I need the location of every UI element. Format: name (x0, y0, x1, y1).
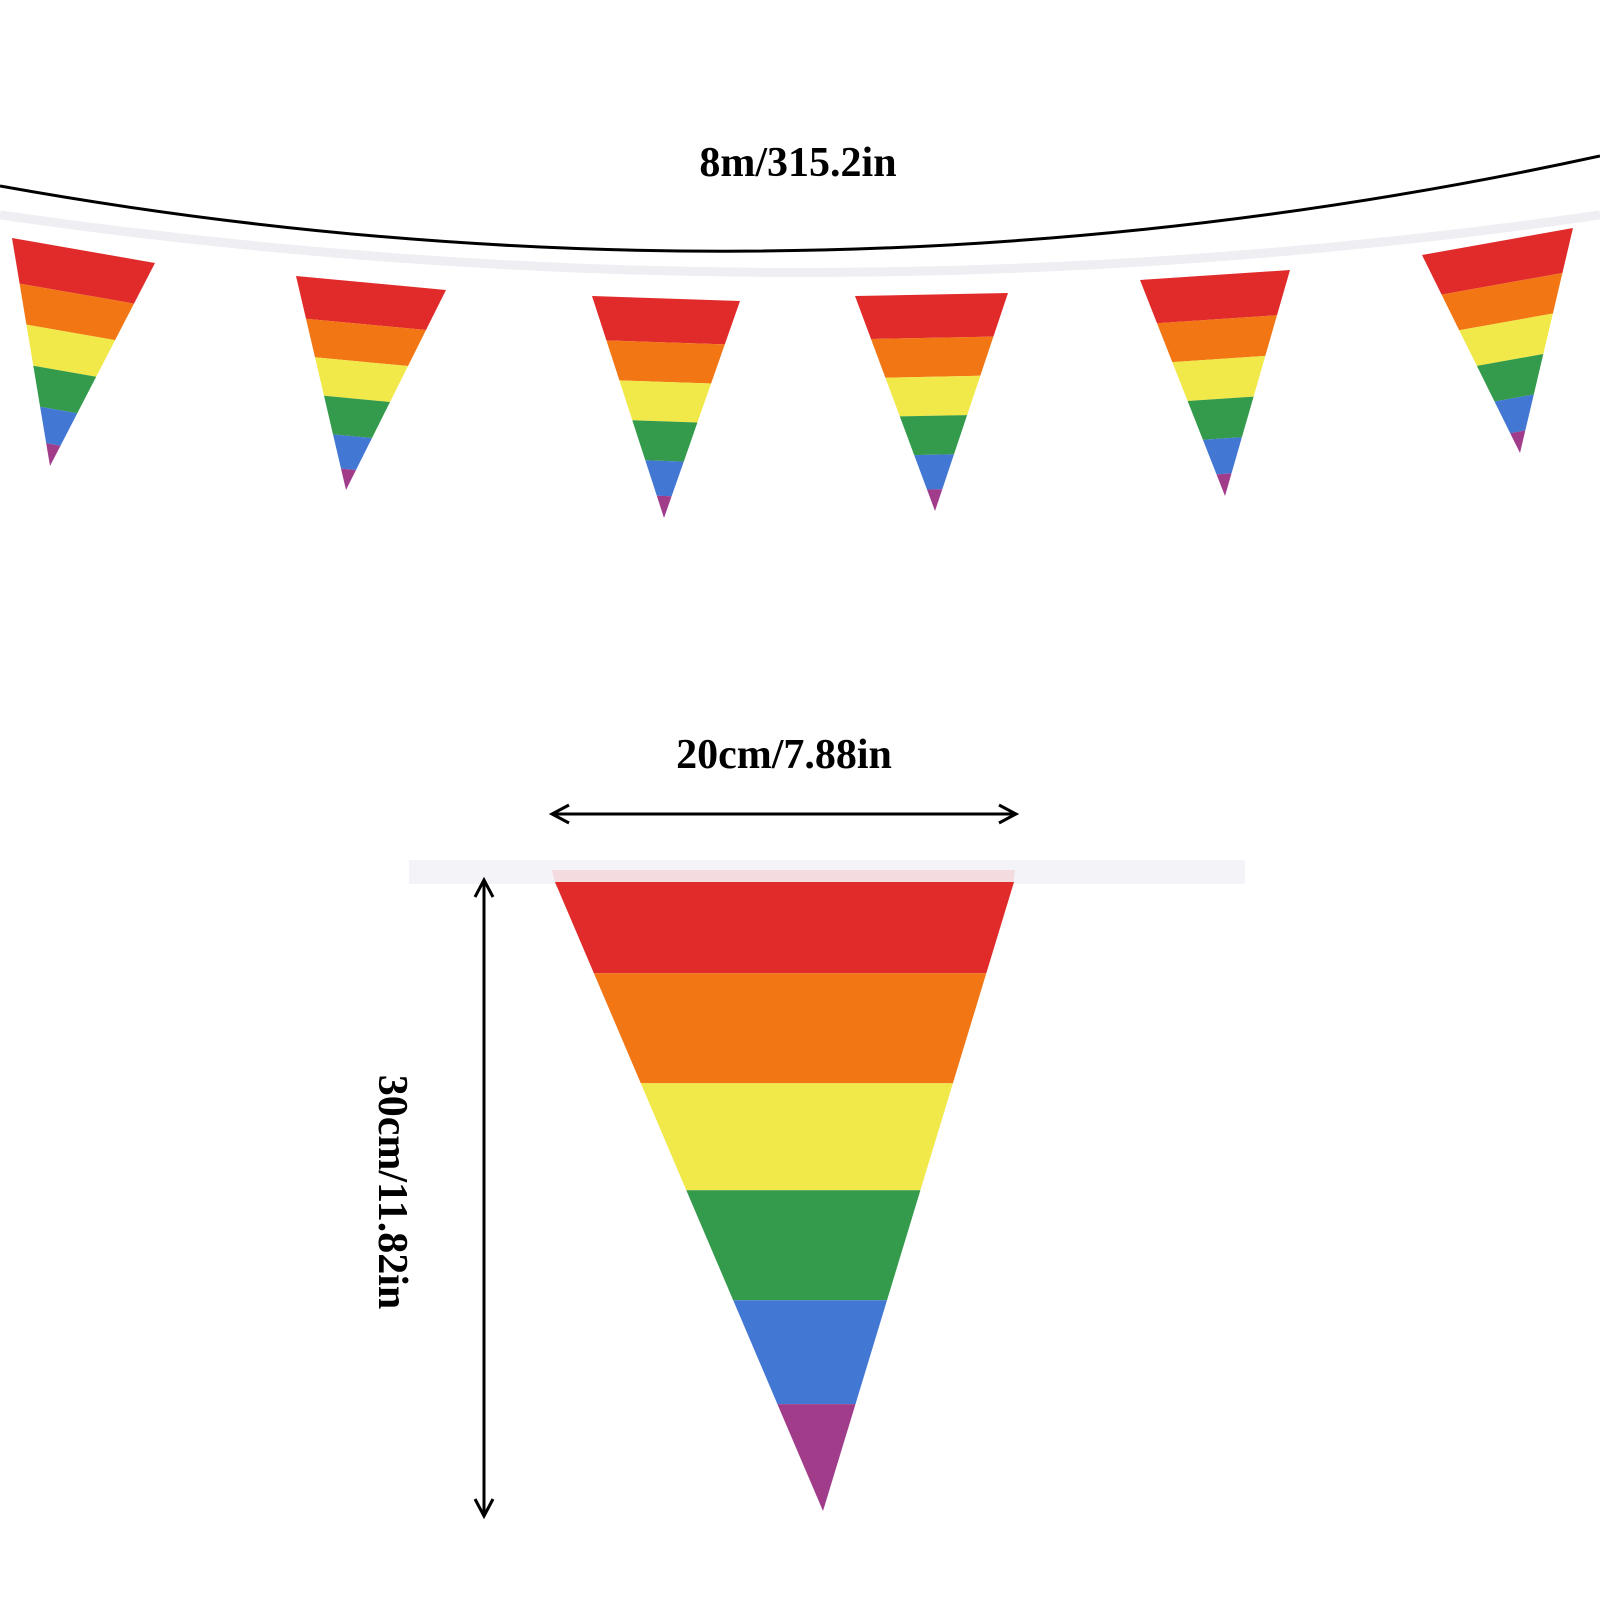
length-measure-arc (0, 154, 1600, 253)
flag-stripe (640, 1083, 953, 1191)
flag-stripe (1157, 315, 1277, 363)
flag-stripe (593, 973, 987, 1084)
flag-stripe (296, 276, 446, 330)
height-arrow-top (473, 876, 495, 898)
flag-stripe (1459, 313, 1553, 366)
flag-width-label: 20cm/7.88in (676, 732, 892, 778)
bunting-flag (12, 238, 155, 466)
flag-stripe (927, 489, 943, 511)
bunting-flag (296, 276, 446, 490)
height-arrow-bottom (473, 1498, 495, 1520)
flag-stripe (632, 420, 698, 462)
flag-stripe (12, 238, 155, 304)
flag-stripe (33, 365, 97, 414)
flag-stripe (1172, 355, 1266, 401)
flag-stripe (306, 318, 426, 366)
flag-stripe (592, 296, 740, 345)
flag-stripe (606, 340, 725, 384)
flag-stripe (899, 415, 968, 456)
flag-stripe (855, 293, 1008, 339)
flag-stripe (871, 336, 994, 378)
flag-stripe (686, 1190, 921, 1301)
flag-stripe (1216, 473, 1232, 496)
flag-stripe (1441, 273, 1563, 331)
bunting-flag (1140, 270, 1290, 496)
flag-stripe (26, 324, 116, 377)
bunting-flag (592, 296, 740, 518)
width-arrow-right (998, 803, 1020, 825)
flag-stripe (733, 1300, 887, 1405)
flag-stripe (777, 1404, 856, 1511)
flag-stripe (315, 357, 408, 402)
total-length-label: 8m/315.2in (699, 140, 896, 186)
flag-stripe (1422, 228, 1573, 295)
single-flag-detail: 20cm/7.88in 30cm/11.82in (369, 732, 1245, 1520)
width-arrow-left (548, 803, 570, 825)
flag-stripe (1140, 270, 1290, 324)
bunting-flags (12, 228, 1573, 518)
flag-stripe (1510, 430, 1526, 453)
single-flag-stripes (555, 882, 1014, 1511)
bunting-flag (855, 293, 1008, 511)
flag-stripe (1494, 394, 1534, 434)
bunting-rope (0, 210, 1600, 277)
flag-stripe (1202, 437, 1242, 475)
flag-stripe (619, 380, 712, 423)
flag-stripe (885, 375, 981, 417)
flag-stripe (914, 454, 954, 490)
flag-stripe (656, 495, 672, 518)
flag-stripe (40, 406, 78, 446)
flag-stripe (555, 882, 1014, 974)
bunting-flag (1422, 228, 1573, 453)
flag-stripe (1187, 396, 1254, 440)
flag-stripe (46, 443, 61, 466)
bunting-overview: 8m/315.2in (0, 140, 1600, 518)
flag-stripe (645, 460, 684, 497)
flag-stripe (324, 395, 390, 438)
flag-stripe (1476, 354, 1544, 402)
flag-stripe (341, 468, 356, 490)
flag-height-label: 30cm/11.82in (369, 1075, 415, 1310)
single-flag (552, 870, 1015, 1511)
flag-stripe (19, 283, 135, 341)
flag-stripe (333, 434, 372, 470)
